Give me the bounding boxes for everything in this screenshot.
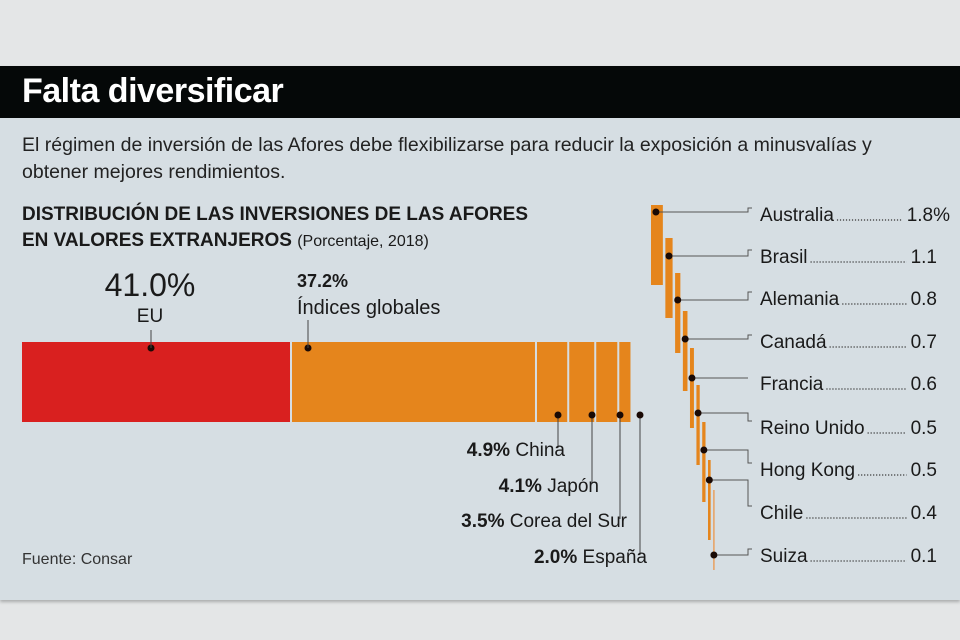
leader-small-6 [703, 449, 752, 464]
bar-segment-5 [619, 342, 631, 422]
small-value-1: 1.1 [911, 247, 937, 268]
small-segment-1 [665, 238, 673, 318]
chart-title: DISTRIBUCIÓN DE LAS INVERSIONES DE LAS A… [22, 202, 528, 255]
chart-title-line2: EN VALORES EXTRANJEROS [22, 230, 292, 251]
small-label-1: Brasil [760, 247, 808, 268]
small-label-6: Hong Kong [760, 460, 855, 481]
small-value-4: 0.6 [911, 374, 937, 395]
data-label-global-value: 37.2% [297, 271, 348, 291]
data-label-eu: EU [137, 306, 163, 327]
data-label-2: 4.9% China [467, 440, 566, 461]
subtitle: El régimen de inversión de las Afores de… [22, 134, 872, 183]
dot-3 [588, 411, 596, 419]
leader-small-3 [685, 334, 752, 340]
data-label-global: Índices globales [297, 296, 440, 319]
bar-segment-0 [22, 342, 290, 422]
dot-small-6 [700, 446, 708, 454]
small-segment-8 [713, 490, 715, 570]
small-segment-3 [682, 311, 688, 391]
bar-segment-2 [536, 342, 568, 422]
data-label-eu-value: 41.0% [105, 267, 196, 303]
data-label-5: 2.0% España [534, 547, 647, 568]
dot-small-5 [694, 409, 702, 417]
bar-segment-3 [569, 342, 595, 422]
small-segment-0 [651, 205, 663, 285]
small-segment-2 [675, 273, 681, 353]
dot-5 [636, 411, 644, 419]
page-title: Falta diversificar [22, 72, 284, 110]
small-value-3: 0.7 [911, 332, 937, 353]
leader-small-1 [668, 249, 752, 257]
data-label-4: 3.5% Corea del Sur [461, 511, 627, 532]
leader-small-0 [655, 207, 752, 213]
small-label-7: Chile [760, 503, 803, 524]
dot-small-0 [652, 208, 660, 216]
leader-small-7 [709, 479, 752, 507]
small-value-2: 0.8 [911, 289, 937, 310]
small-label-4: Francia [760, 374, 824, 395]
data-label-value-3: 4.1% [499, 476, 548, 497]
bar-segment-4 [596, 342, 618, 422]
data-label-name-5: España [583, 547, 648, 568]
dot-2 [554, 411, 562, 419]
small-segment-6 [702, 422, 706, 502]
small-label-0: Australia [760, 205, 834, 226]
dot-small-7 [705, 476, 713, 484]
dot-small-2 [674, 296, 682, 304]
data-label-value-2: 4.9% [467, 440, 516, 461]
title-bar [0, 66, 960, 118]
dot-small-3 [681, 335, 689, 343]
small-segment-7 [708, 460, 711, 540]
small-value-6: 0.5 [911, 460, 937, 481]
leader-small-8 [713, 548, 752, 556]
data-label-value-5: 2.0% [534, 547, 583, 568]
small-value-5: 0.5 [911, 418, 937, 439]
bar-segment-1 [292, 342, 535, 422]
small-segment-4 [689, 348, 694, 428]
dot-small-8 [710, 551, 718, 559]
infographic-panel [0, 66, 960, 600]
dot-small-4 [688, 374, 696, 382]
leader-small-5 [698, 412, 752, 422]
chart-note: (Porcentaje, 2018) [297, 233, 429, 250]
dot-4 [616, 411, 624, 419]
small-label-5: Reino Unido [760, 418, 865, 439]
small-label-8: Suiza [760, 546, 808, 567]
data-label-3: 4.1% Japón [499, 476, 599, 497]
small-segment-5 [696, 385, 700, 465]
data-label-value-4: 3.5% [461, 511, 510, 532]
chart-title-line1: DISTRIBUCIÓN DE LAS INVERSIONES DE LAS A… [22, 204, 529, 225]
small-label-2: Alemania [760, 289, 840, 310]
small-value-7: 0.4 [911, 503, 938, 524]
small-value-0: 1.8% [907, 205, 950, 226]
data-label-name-3: Japón [547, 476, 599, 497]
dot-small-1 [665, 252, 673, 260]
data-label-name-2: China [515, 440, 565, 461]
data-label-name-4: Corea del Sur [510, 511, 628, 532]
small-value-8: 0.1 [911, 546, 937, 567]
small-label-3: Canadá [760, 332, 827, 353]
leader-small-2 [677, 291, 752, 301]
source-note: Fuente: Consar [22, 551, 133, 568]
